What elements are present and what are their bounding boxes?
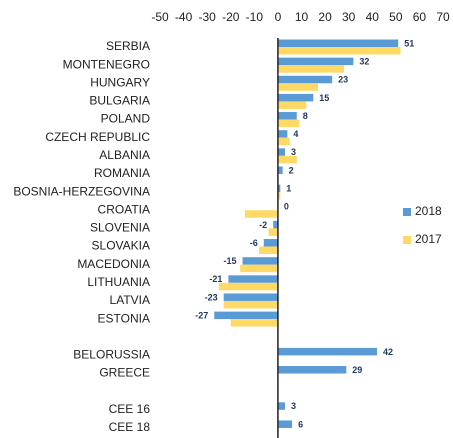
- y-tick-label: BELORUSSIA: [73, 348, 150, 362]
- bar: [218, 282, 278, 291]
- x-tick-label: 0: [275, 10, 282, 24]
- data-label: 1: [286, 183, 291, 193]
- data-label: 42: [383, 347, 393, 357]
- y-tick-label: CROATIA: [98, 202, 150, 216]
- y-tick-label: SLOVENIA: [90, 221, 150, 235]
- bar: [277, 184, 281, 193]
- data-label: 8: [303, 111, 308, 121]
- x-tick-label: 30: [342, 10, 356, 24]
- x-tick-label: -20: [222, 10, 240, 24]
- x-tick-label: -10: [246, 10, 264, 24]
- bar: [214, 311, 278, 320]
- y-tick-label: SLOVAKIA: [92, 239, 150, 253]
- bar: [277, 130, 288, 138]
- y-tick-label: CZECH REPUBLIC: [45, 130, 150, 144]
- y-tick-label: LATVIA: [110, 293, 150, 307]
- bar: [228, 275, 278, 283]
- bar: [230, 319, 278, 327]
- bar: [277, 192, 281, 200]
- bar: [273, 220, 278, 229]
- x-tick-label: 50: [389, 10, 403, 24]
- data-label: -2: [259, 220, 267, 230]
- bar: [263, 239, 278, 247]
- data-label: -23: [205, 292, 218, 302]
- x-tick-label: 60: [413, 10, 427, 24]
- x-tick-label: 20: [318, 10, 332, 24]
- bar: [277, 347, 377, 356]
- bar: [240, 264, 278, 273]
- data-label: -6: [250, 238, 258, 248]
- bar: [259, 246, 278, 255]
- bar: [277, 93, 314, 102]
- bar: [277, 148, 285, 156]
- data-label: 4: [293, 129, 298, 139]
- y-tick-label: ESTONIA: [98, 311, 150, 325]
- x-tick-label: -50: [151, 10, 169, 24]
- legend-swatch: [403, 236, 411, 244]
- x-tick-label: 40: [366, 10, 380, 24]
- bar: [277, 119, 300, 128]
- bar: [277, 65, 344, 73]
- bar: [277, 101, 307, 109]
- bar: [277, 39, 399, 47]
- legend-label: 2017: [415, 232, 442, 246]
- data-label: 3: [291, 401, 296, 411]
- x-tick-label: 70: [436, 10, 450, 24]
- bar: [277, 155, 297, 164]
- bar: [277, 83, 319, 91]
- bar: [268, 228, 278, 236]
- x-tick-label: 10: [295, 10, 309, 24]
- bar: [223, 293, 278, 301]
- y-tick-label: BULGARIA: [89, 94, 150, 108]
- data-label: 15: [319, 93, 329, 103]
- y-tick-label: LITHUANIA: [87, 275, 150, 289]
- bar: [277, 57, 354, 66]
- bar: [277, 112, 297, 120]
- y-tick-label: SERBIA: [106, 39, 150, 53]
- x-tick-label: -30: [198, 10, 216, 24]
- data-label: 23: [338, 75, 348, 85]
- bar: [277, 47, 401, 55]
- y-tick-label: ALBANIA: [99, 148, 150, 162]
- data-label: 51: [404, 38, 414, 48]
- data-label: -27: [195, 310, 208, 320]
- y-tick-label: ROMANIA: [94, 166, 150, 180]
- y-tick-label: GREECE: [99, 366, 150, 380]
- data-label: 2: [289, 165, 294, 175]
- data-label: -15: [224, 256, 237, 266]
- y-tick-label: MACEDONIA: [77, 257, 150, 271]
- bar: [244, 210, 278, 218]
- bar: [277, 137, 290, 146]
- legend-label: 2018: [415, 204, 442, 218]
- bar: [277, 366, 347, 374]
- bar: [223, 300, 278, 309]
- data-label: 32: [359, 57, 369, 67]
- y-tick-label: CEE 18: [109, 420, 151, 434]
- data-label: 29: [352, 365, 362, 375]
- legend-swatch: [403, 208, 411, 216]
- bar: [277, 75, 333, 84]
- bar: [277, 166, 283, 174]
- y-tick-label: MONTENEGRO: [63, 57, 150, 71]
- y-tick-label: CEE 16: [109, 402, 151, 416]
- y-tick-label: BOSNIA-HERZEGOVINA: [13, 184, 150, 198]
- bar: [242, 257, 278, 265]
- data-label: 6: [298, 419, 303, 429]
- y-tick-label: POLAND: [101, 112, 151, 126]
- bar: [277, 420, 293, 428]
- x-tick-label: -40: [175, 10, 193, 24]
- data-label: 0: [284, 202, 289, 212]
- y-tick-label: HUNGARY: [90, 75, 150, 89]
- data-label: 3: [291, 147, 296, 157]
- data-label: -21: [209, 274, 222, 284]
- bar: [277, 402, 285, 410]
